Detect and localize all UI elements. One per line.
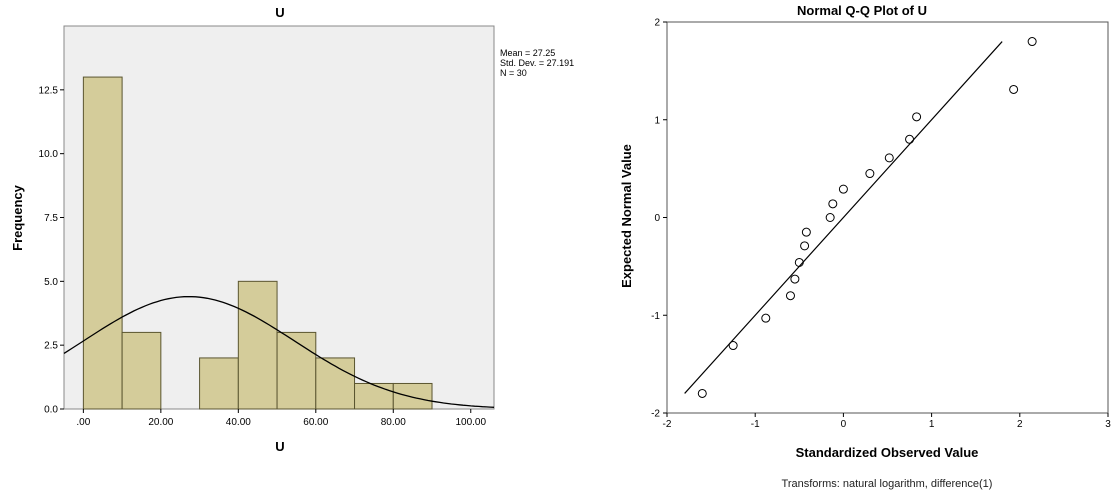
histogram-bar bbox=[392, 382, 433, 410]
qq-point bbox=[761, 313, 771, 323]
qq-point bbox=[728, 341, 738, 351]
qq-point bbox=[790, 274, 800, 284]
histogram-x-ticks: .00 20.00 40.00 60.00 80.00 100.00 bbox=[76, 409, 486, 428]
histogram-y-ticks: 0.0 2.5 5.0 7.5 10.0 12.5 bbox=[39, 85, 64, 416]
qq-point bbox=[785, 291, 795, 301]
y-tick-label: 2.5 bbox=[44, 341, 58, 352]
qq-x-axis-label: Standardized Observed Value bbox=[796, 445, 979, 460]
x-tick-label: 100.00 bbox=[455, 417, 486, 428]
histogram-bars bbox=[82, 76, 433, 410]
qq-point bbox=[838, 184, 848, 194]
qq-y-ticks: -2 -1 0 1 2 bbox=[651, 18, 667, 420]
histogram-bar bbox=[199, 357, 239, 410]
y-tick-label: 7.5 bbox=[44, 213, 58, 224]
qq-point bbox=[825, 213, 835, 222]
qq-point bbox=[884, 153, 894, 163]
x-tick-label: 80.00 bbox=[381, 417, 406, 428]
qq-plot-title: Normal Q-Q Plot of U bbox=[797, 3, 927, 18]
x-tick-label: -2 bbox=[663, 419, 672, 430]
x-tick-label: 1 bbox=[929, 419, 935, 430]
qq-points bbox=[697, 37, 1037, 398]
y-tick-label: 10.0 bbox=[39, 149, 59, 160]
x-tick-label: 20.00 bbox=[148, 417, 173, 428]
y-tick-label: 1 bbox=[654, 115, 660, 126]
histogram-bar bbox=[121, 331, 162, 410]
histogram-title: U bbox=[275, 5, 284, 20]
qq-point bbox=[794, 257, 804, 267]
qq-point bbox=[697, 388, 707, 398]
x-tick-label: 2 bbox=[1017, 419, 1023, 430]
normal-curve bbox=[63, 295, 495, 408]
y-tick-label: -2 bbox=[651, 409, 660, 420]
y-tick-label: 12.5 bbox=[39, 85, 59, 96]
histogram-x-axis-label: U bbox=[275, 439, 284, 454]
histogram-bar bbox=[354, 382, 394, 410]
x-tick-label: 3 bbox=[1105, 419, 1111, 430]
histogram-chart: .00 20.00 40.00 60.00 80.00 100.00 0.0 2.5 5.0 7… bbox=[10, 5, 574, 454]
histogram-y-axis-label: Frequency bbox=[10, 184, 25, 251]
qq-point bbox=[865, 169, 875, 179]
y-tick-label: -1 bbox=[651, 311, 660, 322]
histogram-stats-box: Mean = 27.25 Std. Dev. = 27.191 N = 30 bbox=[500, 48, 574, 78]
x-tick-label: 0 bbox=[841, 419, 847, 430]
x-tick-label: -1 bbox=[751, 419, 760, 430]
qq-x-ticks: -2 -1 0 1 2 3 bbox=[663, 413, 1111, 430]
qq-point bbox=[1027, 37, 1037, 47]
transforms-note: Transforms: natural logarithm, differenc… bbox=[782, 478, 993, 490]
qq-plot-area bbox=[666, 21, 1109, 414]
stats-n: N = 30 bbox=[500, 68, 527, 78]
qq-y-axis-label: Expected Normal Value bbox=[619, 144, 634, 288]
qq-reference-line bbox=[684, 41, 1003, 394]
qq-point bbox=[1009, 84, 1019, 94]
y-tick-label: 0 bbox=[654, 213, 660, 224]
histogram-bar bbox=[276, 331, 317, 410]
x-tick-label: .00 bbox=[76, 417, 90, 428]
qq-plot-chart: -2 -1 0 1 2 3 -2 -1 0 1 2 Normal Q-Q Plot of U St… bbox=[619, 3, 1111, 490]
histogram-bar bbox=[237, 280, 278, 410]
histogram-bar bbox=[82, 76, 123, 410]
y-tick-label: 0.0 bbox=[44, 405, 58, 416]
y-tick-label: 2 bbox=[654, 18, 660, 29]
qq-point bbox=[912, 112, 922, 122]
qq-point bbox=[905, 134, 915, 144]
stats-std-dev: Std. Dev. = 27.191 bbox=[500, 58, 574, 68]
x-tick-label: 40.00 bbox=[226, 417, 251, 428]
qq-point bbox=[800, 241, 810, 251]
qq-point bbox=[801, 227, 811, 237]
qq-point bbox=[828, 199, 838, 209]
y-tick-label: 5.0 bbox=[44, 277, 58, 288]
stats-mean: Mean = 27.25 bbox=[500, 48, 555, 58]
x-tick-label: 60.00 bbox=[303, 417, 328, 428]
